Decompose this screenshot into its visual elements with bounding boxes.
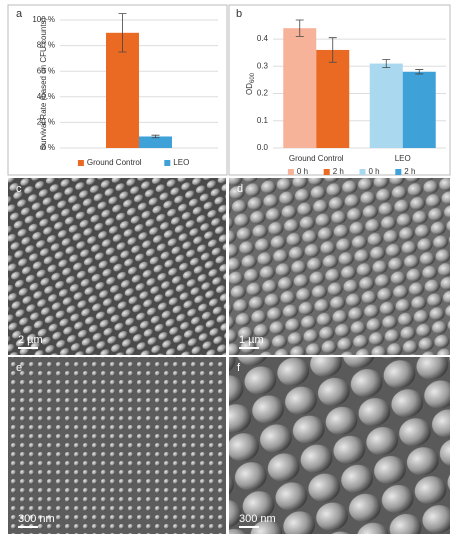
x-tick-label: Ground Control: [289, 154, 344, 163]
panel-label: f: [237, 362, 241, 374]
sem-image: [229, 357, 450, 534]
y-tick-label: 0.0: [257, 143, 269, 152]
panel-label: b: [236, 8, 242, 20]
x-tick-label: LEO: [395, 154, 411, 163]
legend-swatch: [359, 169, 366, 175]
y-tick-label: 100 %: [32, 15, 55, 24]
legend-swatch: [164, 160, 171, 166]
error-bar: [415, 69, 424, 75]
panel-frame: [228, 4, 451, 176]
y-tick-label: 60 %: [37, 66, 55, 75]
y-tick-label: 0 %: [41, 143, 55, 152]
y-tick-label: 20 %: [37, 118, 55, 127]
error-bar: [382, 59, 391, 69]
scale-label: 1 µm: [239, 334, 264, 346]
panel-label: d: [237, 183, 243, 195]
legend-swatch: [323, 169, 330, 175]
panel-label: a: [16, 8, 23, 20]
legend-swatch: [77, 160, 84, 166]
legend-label: Ground Control: [87, 158, 142, 167]
error-bar: [328, 37, 337, 63]
y-tick-label: 0.3: [257, 61, 269, 70]
error-bar: [295, 19, 304, 37]
legend-label: 0 h: [297, 167, 308, 176]
legend-label: LEO: [173, 158, 189, 167]
bar: [283, 28, 317, 148]
y-axis-label: Survival Rate (based on CFU counts): [39, 17, 48, 150]
legend-label: 2 h: [404, 167, 415, 176]
legend-label: 2 h: [333, 167, 344, 176]
y-axis-label-text: OD: [245, 83, 254, 95]
sem-image: [8, 357, 226, 534]
bar: [316, 49, 350, 149]
y-axis-label-text: Survival Rate (based on CFU counts): [39, 17, 48, 150]
legend-swatch: [287, 169, 294, 175]
panel-label: e: [16, 362, 22, 374]
bar: [402, 71, 436, 148]
y-tick-label: 0.2: [257, 89, 269, 98]
sem-image: [8, 178, 226, 355]
bar: [369, 63, 403, 149]
panel-label: c: [16, 183, 22, 195]
y-tick-label: 80 %: [37, 41, 55, 50]
error-bar: [118, 13, 127, 53]
y-axis-label: OD600: [245, 72, 255, 95]
sem-image: [229, 178, 450, 355]
y-tick-label: 40 %: [37, 92, 55, 101]
legend-label: 0 h: [369, 167, 380, 176]
bar: [139, 136, 172, 148]
y-axis-label-sub: 600: [250, 72, 256, 83]
y-tick-label: 0.4: [257, 34, 269, 43]
scale-label: 300 nm: [239, 513, 276, 525]
panel-frame: [7, 4, 228, 176]
legend-swatch: [395, 169, 402, 175]
scale-label: 2 µm: [18, 334, 43, 346]
scale-label: 300 nm: [18, 513, 55, 525]
y-tick-label: 0.1: [257, 116, 269, 125]
error-bar: [151, 134, 160, 139]
